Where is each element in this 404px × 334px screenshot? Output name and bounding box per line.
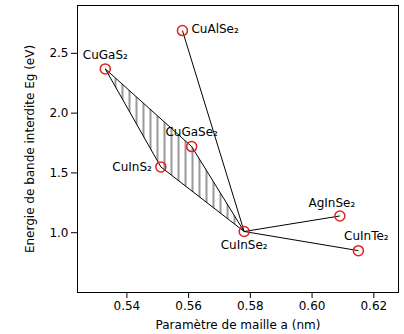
- svg-text:Energie de bande interdite Eg: Energie de bande interdite Eg (eV): [23, 45, 37, 253]
- svg-text:2.5: 2.5: [49, 46, 68, 60]
- svg-text:CuInTe₂: CuInTe₂: [344, 229, 389, 243]
- svg-text:1.5: 1.5: [49, 166, 68, 180]
- svg-text:CuAlSe₂: CuAlSe₂: [191, 22, 239, 36]
- svg-text:CuInSe₂: CuInSe₂: [221, 238, 268, 252]
- svg-text:0.56: 0.56: [175, 299, 202, 313]
- svg-text:CuGaS₂: CuGaS₂: [83, 48, 128, 62]
- svg-text:CuGaSe₂: CuGaSe₂: [165, 125, 218, 139]
- svg-text:1.0: 1.0: [49, 226, 68, 240]
- svg-text:0.58: 0.58: [237, 299, 264, 313]
- svg-text:0.62: 0.62: [360, 299, 387, 313]
- svg-text:Paramètre de maille a (nm): Paramètre de maille a (nm): [156, 318, 321, 332]
- svg-text:2.0: 2.0: [49, 106, 68, 120]
- svg-text:0.60: 0.60: [299, 299, 326, 313]
- svg-text:CuInS₂: CuInS₂: [112, 160, 152, 174]
- svg-text:AgInSe₂: AgInSe₂: [308, 196, 355, 210]
- svg-text:0.54: 0.54: [114, 299, 141, 313]
